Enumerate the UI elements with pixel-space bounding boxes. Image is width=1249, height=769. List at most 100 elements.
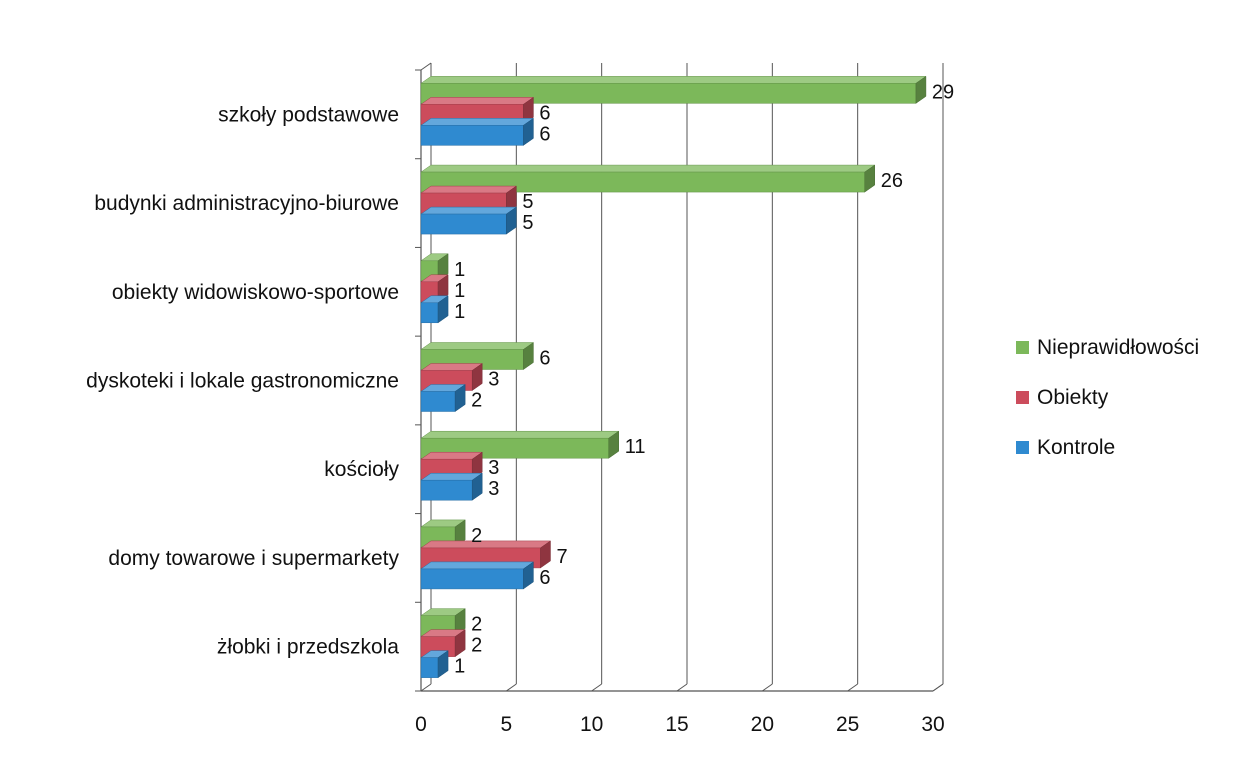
bar-end-face <box>437 253 449 282</box>
bar <box>420 561 535 590</box>
x-tick-label: 10 <box>580 713 603 736</box>
x-tick-labels: 0 5 10 15 20 25 30 <box>415 713 945 736</box>
legend-swatch <box>1016 391 1029 404</box>
data-label: 3 <box>488 369 499 391</box>
bar-top-face <box>420 472 483 481</box>
legend-swatch <box>1016 341 1029 354</box>
bar-end-face <box>454 384 466 412</box>
x-tick-label: 0 <box>415 713 427 736</box>
data-label: 3 <box>488 478 499 500</box>
bar-top-face <box>420 363 483 371</box>
bar-end-face <box>471 472 483 501</box>
chart-bars <box>420 75 927 679</box>
bar-end-face <box>506 206 517 235</box>
data-label: 6 <box>539 348 550 370</box>
bar-end-face <box>523 117 534 146</box>
bar-end-face <box>523 342 534 370</box>
bar-top-face <box>420 164 876 173</box>
bar <box>420 164 876 193</box>
data-label: 29 <box>932 81 954 103</box>
legend: Nieprawidłowości Obiekty Kontrole <box>1016 336 1199 459</box>
x-tick-label: 25 <box>836 713 859 736</box>
category-label: dyskoteki i lokale gastronomiczne <box>86 370 399 393</box>
bar-top-face <box>420 540 552 549</box>
data-label: 1 <box>454 259 465 281</box>
bar <box>420 75 927 104</box>
bar-chart: szkoły podstawowe budynki administracyjno… <box>86 62 1199 736</box>
data-label: 1 <box>454 301 465 323</box>
data-label: 2 <box>471 525 482 547</box>
data-label: 2 <box>471 635 482 657</box>
x-tick-label: 20 <box>751 713 774 736</box>
data-label: 1 <box>454 656 465 678</box>
legend-swatch <box>1016 441 1029 454</box>
bar <box>420 253 449 282</box>
category-labels: szkoły podstawowe budynki administracyjno… <box>86 103 399 658</box>
data-label: 11 <box>625 436 646 458</box>
bar-top-face <box>420 561 535 570</box>
bar-end-face <box>437 650 449 679</box>
bar-end-face <box>523 96 534 125</box>
bar <box>420 117 535 146</box>
bar-front-face <box>420 125 524 146</box>
category-label: szkoły podstawowe <box>218 103 399 126</box>
category-label: obiekty widowiskowo-sportowe <box>112 281 399 304</box>
category-label: żłobki i przedszkola <box>217 636 399 659</box>
bar-top-face <box>420 451 483 460</box>
legend-label: Nieprawidłowości <box>1037 336 1199 359</box>
floor-gridline <box>506 683 517 692</box>
bar-top-face <box>420 342 535 350</box>
bar-top-face <box>420 118 535 126</box>
bar-top-face <box>420 97 535 105</box>
floor-gridline <box>420 683 432 692</box>
category-label: kościoły <box>324 458 399 481</box>
bar <box>420 206 518 235</box>
bar <box>420 295 449 324</box>
legend-label: Obiekty <box>1037 386 1109 409</box>
floor-gridline <box>676 683 688 692</box>
data-label: 2 <box>471 390 482 412</box>
bar-front-face <box>420 479 473 501</box>
bar-end-face <box>864 164 875 193</box>
bar-front-face <box>420 213 507 235</box>
bar-end-face <box>471 363 483 391</box>
axis-corner <box>420 62 432 71</box>
data-label: 7 <box>556 546 567 568</box>
data-label: 6 <box>539 102 550 124</box>
bar-front-face <box>420 391 456 412</box>
data-label: 1 <box>454 280 465 302</box>
bar-end-face <box>523 561 534 590</box>
data-label: 5 <box>522 191 533 213</box>
bar-top-face <box>420 206 518 215</box>
bar-end-face <box>454 629 466 658</box>
bar-end-face <box>506 185 517 214</box>
data-label: 6 <box>539 567 550 589</box>
bar-end-face <box>915 75 927 104</box>
floor-gridline <box>762 683 773 692</box>
bar-top-face <box>420 430 620 439</box>
bar-front-face <box>420 302 439 324</box>
bar-end-face <box>608 430 619 459</box>
data-label: 6 <box>539 123 550 145</box>
axis-corner <box>932 683 944 692</box>
bar-top-face <box>420 185 518 194</box>
bar <box>420 274 449 303</box>
data-label: 2 <box>471 614 482 636</box>
bar-end-face <box>437 295 449 324</box>
data-label: 3 <box>488 457 499 479</box>
bar-front-face <box>420 568 524 590</box>
bar-end-face <box>471 451 483 480</box>
x-tick-label: 30 <box>921 713 944 736</box>
bar-end-face <box>454 608 466 637</box>
bar-top-face <box>420 76 927 84</box>
category-label: budynki administracyjno-biurowe <box>94 192 399 215</box>
bar <box>420 384 466 412</box>
floor-gridline <box>591 683 602 692</box>
bar-end-face <box>540 540 551 569</box>
bar <box>420 650 449 679</box>
floor-gridline <box>847 683 858 692</box>
bar-front-face <box>420 657 439 678</box>
bar-end-face <box>454 519 466 548</box>
x-tick-label: 5 <box>500 713 512 736</box>
